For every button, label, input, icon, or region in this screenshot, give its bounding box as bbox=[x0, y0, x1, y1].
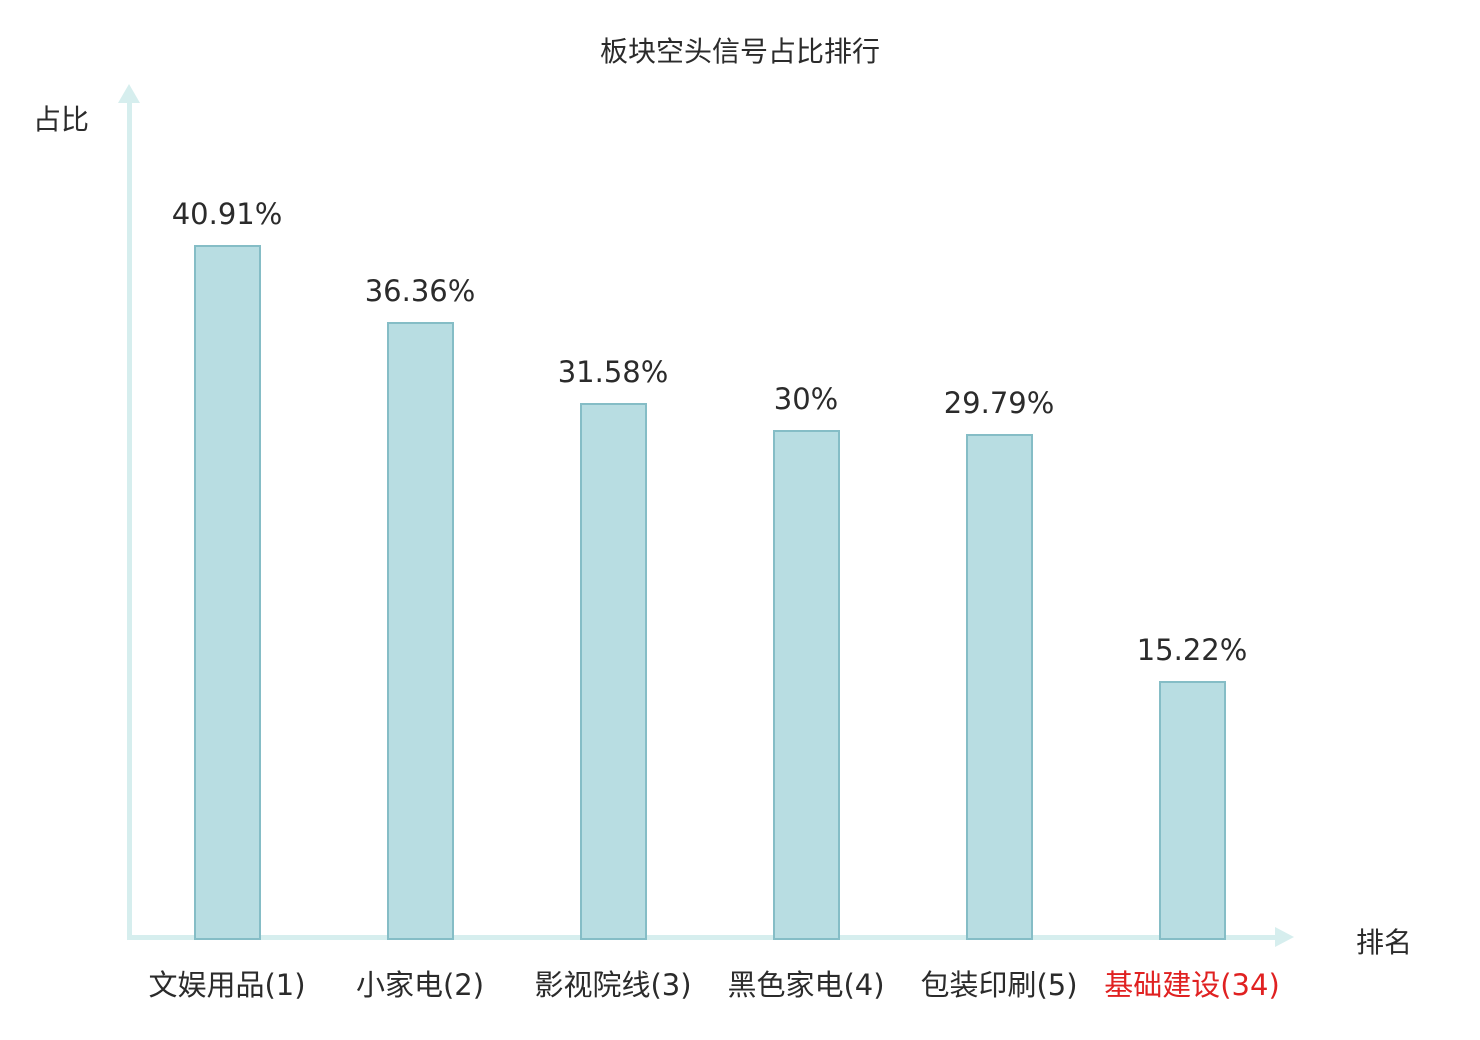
bar-value-label: 15.22% bbox=[1136, 633, 1248, 667]
category-label: 文娱用品(1) bbox=[148, 968, 306, 1002]
bar-1 bbox=[193, 245, 261, 940]
chart-title: 板块空头信号占比排行 bbox=[599, 35, 880, 68]
bar-4 bbox=[772, 430, 840, 940]
category-label: 黑色家电(4) bbox=[727, 968, 885, 1002]
x-axis-label: 排名 bbox=[1356, 926, 1413, 959]
category-label: 基础建设(34) bbox=[1104, 968, 1280, 1002]
bar-value-label: 36.36% bbox=[364, 274, 476, 308]
bar-value-label: 40.91% bbox=[171, 197, 283, 231]
category-label: 包装印刷(5) bbox=[920, 968, 1078, 1002]
y-axis bbox=[127, 102, 132, 938]
x-axis-arrow-icon bbox=[1275, 927, 1294, 947]
bar-2 bbox=[386, 322, 454, 940]
y-axis-arrow-icon bbox=[118, 84, 140, 103]
bar-6 bbox=[1158, 681, 1226, 940]
category-label: 影视院线(3) bbox=[534, 968, 692, 1002]
category-label: 小家电(2) bbox=[355, 968, 485, 1002]
bar-5 bbox=[965, 434, 1033, 940]
bar-value-label: 29.79% bbox=[943, 386, 1055, 420]
bar-value-label: 31.58% bbox=[557, 355, 669, 389]
plot-area: 40.91% 36.36% 31.58% 30% 29.79% 15.22% bbox=[130, 90, 1300, 940]
y-axis-label: 占比 bbox=[33, 103, 90, 136]
bar-value-label: 30% bbox=[773, 382, 839, 416]
x-axis bbox=[127, 935, 1277, 940]
bar-3 bbox=[579, 403, 647, 940]
